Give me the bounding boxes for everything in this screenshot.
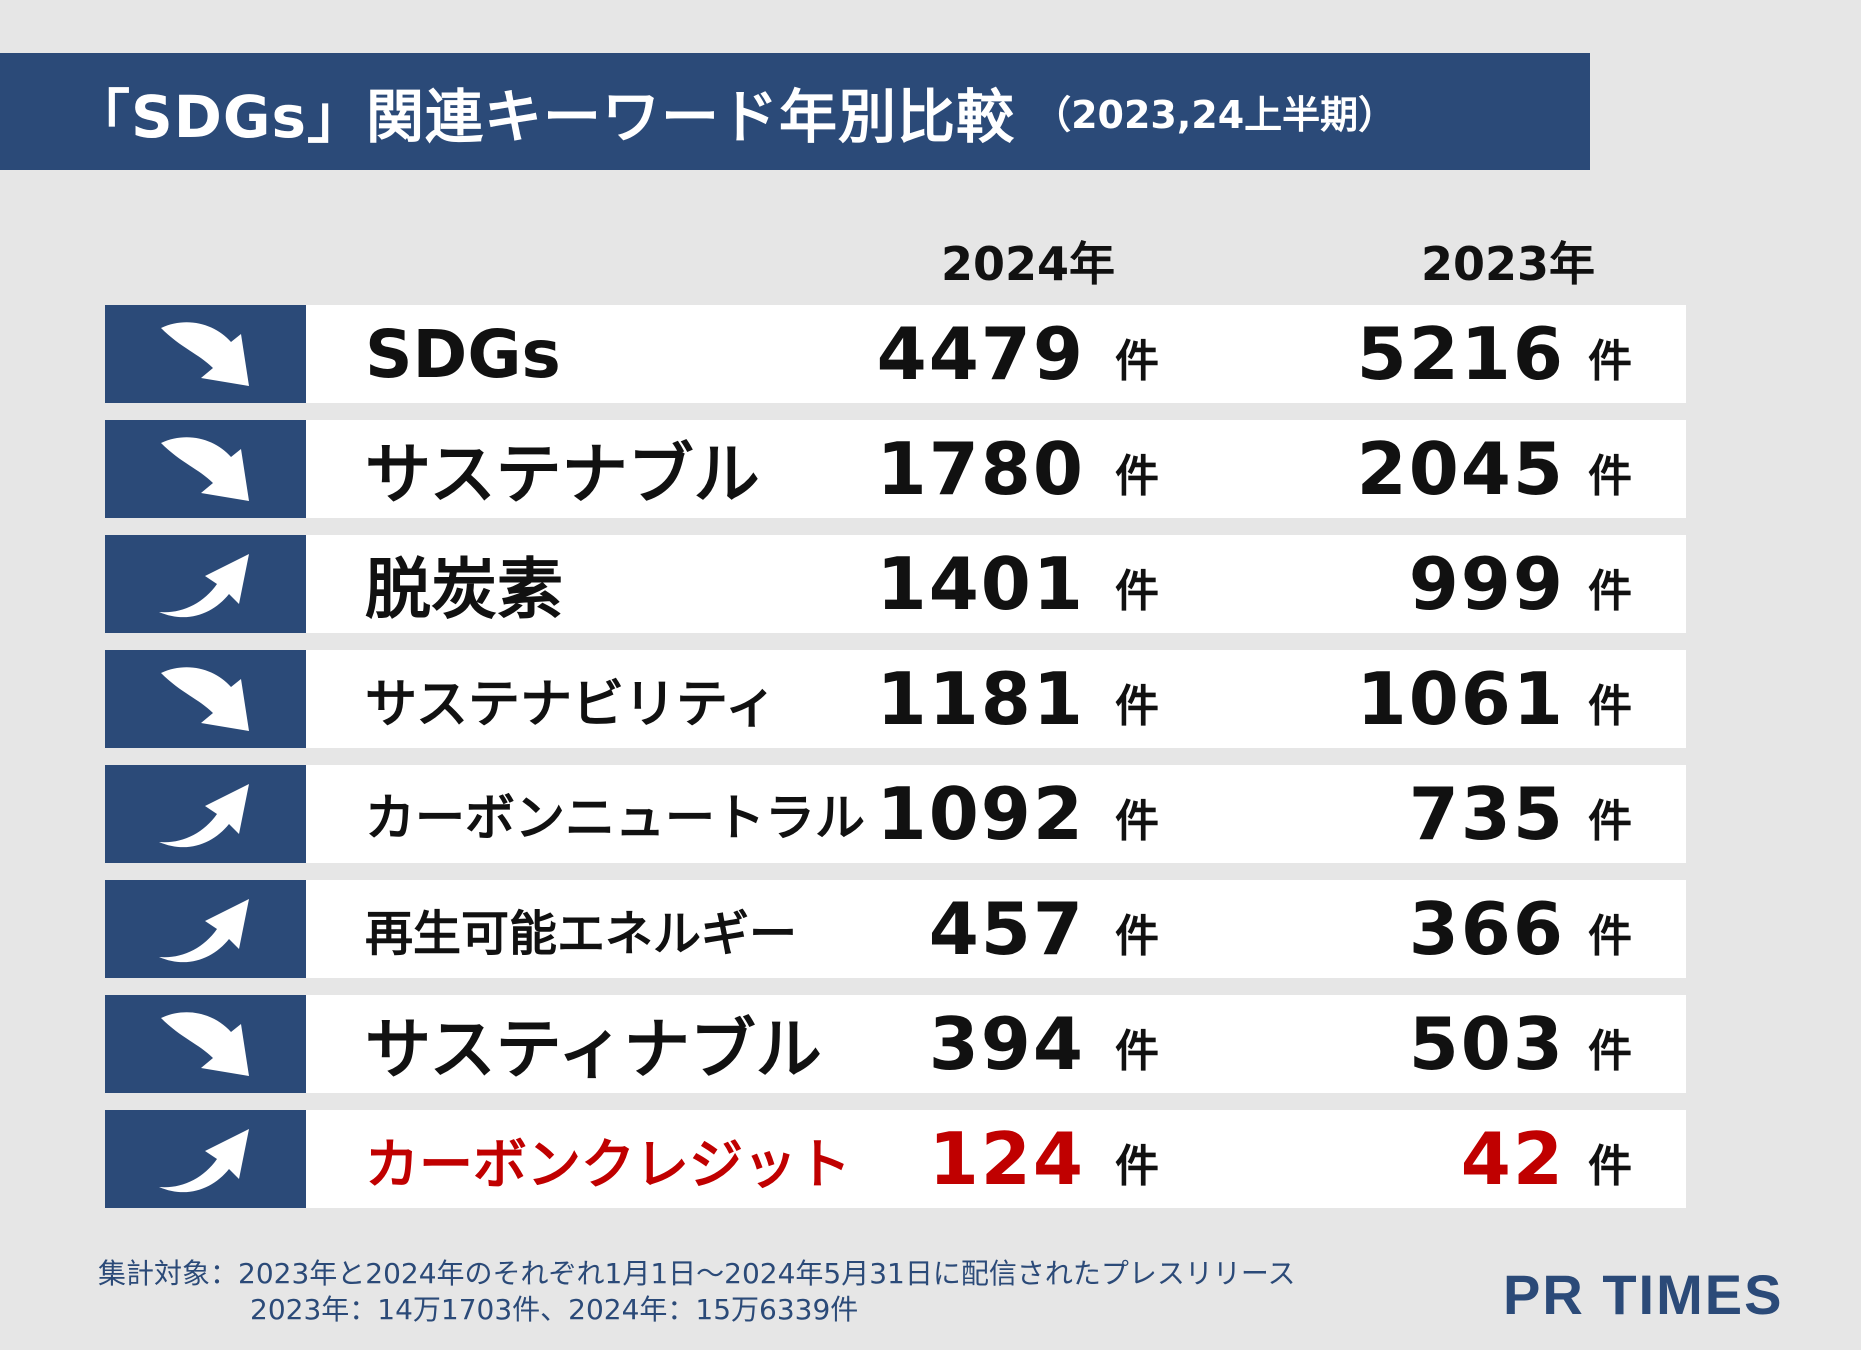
trend-down-arrow-icon	[160, 322, 249, 386]
unit-label-2024: 件	[1115, 796, 1159, 847]
title-bar: 「SDGs」関連キーワード年別比較 （2023,24上半期）	[0, 53, 1590, 170]
trend-up-icon	[105, 535, 306, 633]
trend-down-icon	[105, 995, 306, 1093]
trend-up-arrow-icon	[158, 1129, 249, 1193]
table-row: サステナビリティ 1181 件 1061 件	[105, 650, 1686, 748]
table-row: カーボンクレジット 124 件 42 件	[105, 1110, 1686, 1208]
chart-title: 「SDGs」関連キーワード年別比較	[72, 82, 1016, 151]
count-2023: 2045	[1356, 427, 1565, 511]
keyword-label: カーボンクレジット	[365, 1132, 851, 1196]
chart-subtitle: （2023,24上半期）	[1033, 93, 1397, 137]
trend-down-arrow-icon	[160, 667, 249, 731]
column-header-2024: 2024年	[940, 237, 1115, 291]
column-header-2023: 2023年	[1420, 237, 1595, 291]
table-row: サステナブル 1780 件 2045 件	[105, 420, 1686, 518]
unit-label-2023: 件	[1588, 911, 1632, 962]
unit-label-2023: 件	[1588, 336, 1632, 387]
count-2024: 124	[928, 1117, 1085, 1201]
count-2023: 735	[1408, 772, 1565, 856]
unit-label-2024: 件	[1115, 451, 1159, 502]
unit-label-2024: 件	[1115, 911, 1159, 962]
count-2024: 1092	[876, 772, 1085, 856]
table-row: 脱炭素 1401 件 999 件	[105, 535, 1686, 633]
trend-up-icon	[105, 1110, 306, 1208]
footer-line-1: 集計対象：2023年と2024年のそれぞれ1月1日～2024年5月31日に配信さ…	[98, 1257, 1296, 1290]
unit-label-2023: 件	[1588, 1141, 1632, 1192]
count-2024: 394	[928, 1002, 1085, 1086]
count-2023: 503	[1408, 1002, 1565, 1086]
footer-note: 集計対象：2023年と2024年のそれぞれ1月1日～2024年5月31日に配信さ…	[98, 1256, 1295, 1328]
keyword-label: 脱炭素	[365, 551, 563, 628]
count-2024: 4479	[876, 312, 1085, 396]
trend-up-icon	[105, 880, 306, 978]
table-row: SDGs 4479 件 5216 件	[105, 305, 1686, 403]
pr-times-logo: PR TIMES	[1503, 1263, 1784, 1326]
unit-label-2023: 件	[1588, 566, 1632, 617]
unit-label-2023: 件	[1588, 451, 1632, 502]
trend-down-arrow-icon	[160, 1012, 249, 1076]
count-2023: 366	[1408, 887, 1565, 971]
keyword-label: SDGs	[365, 315, 561, 393]
count-2023: 1061	[1356, 657, 1565, 741]
table-row: 再生可能エネルギー 457 件 366 件	[105, 880, 1686, 978]
table-row: サスティナブル 394 件 503 件	[105, 995, 1686, 1093]
trend-down-arrow-icon	[160, 437, 249, 501]
count-2023: 5216	[1356, 312, 1565, 396]
unit-label-2023: 件	[1588, 796, 1632, 847]
unit-label-2024: 件	[1115, 1026, 1159, 1077]
unit-label-2023: 件	[1588, 1026, 1632, 1077]
keyword-label: カーボンニュートラル	[365, 789, 865, 847]
keyword-label: サステナブル	[365, 436, 760, 513]
trend-up-arrow-icon	[158, 784, 249, 848]
unit-label-2023: 件	[1588, 681, 1632, 732]
trend-down-icon	[105, 650, 306, 748]
count-2023: 42	[1460, 1117, 1565, 1201]
unit-label-2024: 件	[1115, 566, 1159, 617]
trend-down-icon	[105, 305, 306, 403]
count-2024: 457	[928, 887, 1085, 971]
unit-label-2024: 件	[1115, 336, 1159, 387]
trend-up-arrow-icon	[158, 554, 249, 618]
count-2024: 1181	[876, 657, 1085, 741]
trend-up-arrow-icon	[158, 899, 249, 963]
keyword-label: 再生可能エネルギー	[365, 906, 798, 962]
unit-label-2024: 件	[1115, 1141, 1159, 1192]
count-2024: 1780	[876, 427, 1085, 511]
keyword-label: サスティナブル	[365, 1011, 822, 1088]
count-2024: 1401	[876, 542, 1085, 626]
unit-label-2024: 件	[1115, 681, 1159, 732]
footer-line-2: 2023年：14万1703件、2024年：15万6339件	[250, 1293, 859, 1326]
trend-up-icon	[105, 765, 306, 863]
trend-down-icon	[105, 420, 306, 518]
table-row: カーボンニュートラル 1092 件 735 件	[105, 765, 1686, 863]
keyword-label: サステナビリティ	[365, 674, 777, 735]
count-2023: 999	[1408, 542, 1565, 626]
